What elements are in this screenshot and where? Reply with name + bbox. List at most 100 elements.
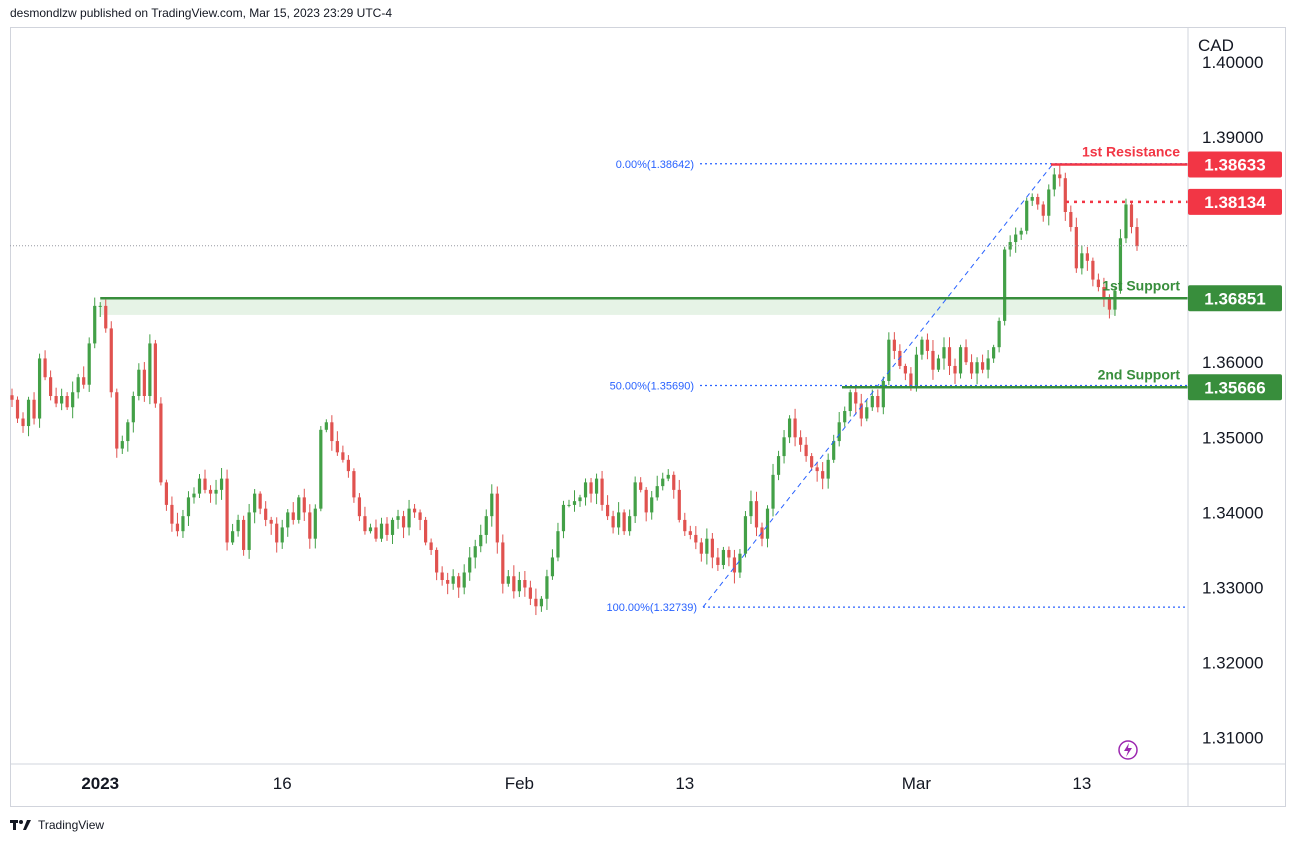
candle[interactable] [887,332,891,386]
candle[interactable] [810,453,814,471]
candle[interactable] [142,362,146,402]
lightning-icon[interactable] [1118,740,1138,760]
candle[interactable] [368,523,373,534]
candle[interactable] [1113,287,1117,316]
candle[interactable] [936,354,941,372]
candle[interactable] [424,516,428,546]
candle[interactable] [104,299,108,333]
candle[interactable] [1069,205,1073,232]
candle[interactable] [743,511,748,558]
candle[interactable] [82,366,86,389]
candle[interactable] [848,389,852,417]
candle[interactable] [153,339,157,408]
candle[interactable] [1135,218,1139,251]
candle[interactable] [1124,198,1128,244]
candle[interactable] [578,494,582,507]
candle[interactable] [385,517,389,541]
candle[interactable] [992,344,996,363]
candle[interactable] [225,469,229,551]
candle[interactable] [567,499,571,508]
candle[interactable] [826,453,830,489]
candle[interactable] [15,396,20,423]
candle[interactable] [749,490,753,524]
candle[interactable] [672,471,676,499]
candle[interactable] [1096,273,1100,292]
candle[interactable] [1019,227,1023,240]
candle[interactable] [479,524,483,553]
candle[interactable] [975,357,979,385]
candle[interactable] [1129,202,1134,234]
candle[interactable] [87,337,91,392]
candle[interactable] [506,570,510,587]
candle[interactable] [374,519,378,542]
candle[interactable] [953,358,957,384]
candle[interactable] [942,337,946,370]
candle[interactable] [214,479,218,505]
candle[interactable] [418,509,422,531]
candle[interactable] [793,408,797,447]
candle[interactable] [230,523,235,545]
candle[interactable] [192,487,196,504]
candle[interactable] [269,516,273,535]
candle[interactable] [683,512,687,536]
candle[interactable] [330,415,334,451]
candle[interactable] [964,339,968,366]
candle[interactable] [401,510,406,539]
candle[interactable] [379,517,384,542]
candle[interactable] [815,461,819,482]
candle[interactable] [37,353,42,428]
candle[interactable] [947,337,952,375]
candle[interactable] [462,564,466,595]
candle[interactable] [661,472,665,491]
candle[interactable] [164,479,169,511]
candle[interactable] [721,546,725,570]
candle[interactable] [600,470,604,511]
candle[interactable] [1041,201,1045,222]
candle[interactable] [313,504,317,549]
candle[interactable] [958,344,963,379]
candle[interactable] [545,569,549,610]
candle[interactable] [291,502,295,525]
candle[interactable] [126,419,130,452]
candle[interactable] [787,415,792,444]
candle[interactable] [677,479,681,523]
candle[interactable] [473,539,477,569]
candle[interactable] [435,547,439,581]
candle[interactable] [76,373,80,399]
candle[interactable] [572,490,577,512]
candle[interactable] [54,387,58,408]
candle[interactable] [622,509,626,535]
candle[interactable] [21,412,25,433]
candle[interactable] [594,473,599,505]
candle[interactable] [881,376,885,415]
candle[interactable] [650,491,654,520]
candle[interactable] [876,389,880,413]
candle[interactable] [821,462,825,490]
candle[interactable] [738,548,742,578]
candle[interactable] [892,332,896,360]
candle[interactable] [1008,235,1012,257]
candle[interactable] [236,514,240,537]
candle[interactable] [203,469,207,494]
candle[interactable] [341,445,345,463]
candle[interactable] [319,426,323,512]
candle[interactable] [583,478,588,506]
candle[interactable] [705,528,709,565]
candle[interactable] [1036,193,1040,210]
candle[interactable] [258,491,262,515]
candle[interactable] [308,504,312,549]
candle[interactable] [628,509,632,536]
candle[interactable] [1091,257,1095,287]
candle[interactable] [799,430,803,452]
candle[interactable] [1058,164,1062,187]
candle[interactable] [253,488,257,524]
candle[interactable] [633,476,637,524]
candle[interactable] [297,494,301,524]
candle[interactable] [694,526,698,550]
candle[interactable] [837,412,841,447]
candle[interactable] [688,525,692,540]
candle[interactable] [1030,193,1034,206]
candle[interactable] [699,538,703,562]
candle[interactable] [43,350,47,381]
price-tag-support[interactable]: 1.35666 [1188,374,1282,401]
